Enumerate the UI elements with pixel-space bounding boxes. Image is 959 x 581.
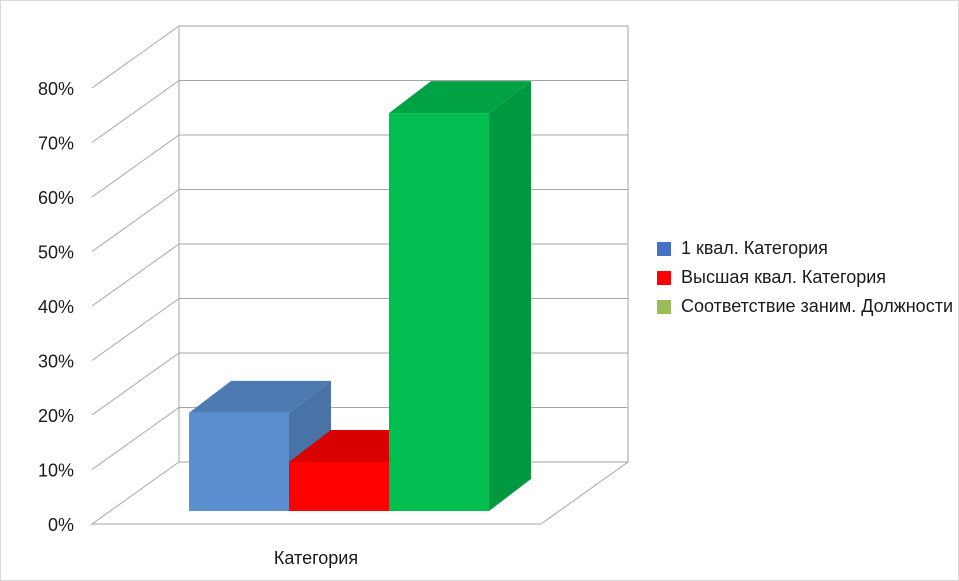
legend-swatch: [657, 242, 671, 256]
bar-front: [289, 461, 389, 511]
y-tick-label: 60%: [38, 188, 74, 208]
bar-top: [189, 380, 331, 413]
gridline-diagonal: [91, 243, 180, 307]
bar-side: [489, 81, 531, 512]
y-tick-label: 50%: [38, 243, 74, 263]
legend-item: Соответствие заним. Должности: [657, 296, 957, 317]
y-axis-ticks: 0% 10% 20% 30% 40% 50% 60% 70% 80%: [38, 79, 74, 535]
legend-swatch: [657, 300, 671, 314]
y-tick-label: 10%: [38, 461, 74, 481]
y-tick-label: 70%: [38, 134, 74, 154]
legend-label: 1 квал. Категория: [681, 238, 828, 258]
bar-front: [389, 113, 489, 512]
legend-swatch: [657, 271, 671, 285]
gridline-diagonal: [91, 189, 180, 252]
x-tick-label: Категория: [274, 548, 358, 568]
y-tick-label: 30%: [38, 352, 74, 372]
gridline-diagonal: [91, 298, 180, 361]
legend-item: 1 квал. Категория: [657, 238, 957, 259]
bars: [189, 81, 531, 512]
y-tick-label: 40%: [38, 297, 74, 317]
legend-label: Соответствие заним. Должности: [681, 296, 953, 316]
legend-label: Высшая квал. Категория: [681, 267, 887, 287]
bar-top: [389, 81, 531, 114]
bar: [389, 81, 531, 512]
gridline-diagonal: [91, 134, 180, 198]
gridline-diagonal: [91, 80, 180, 143]
gridline-diagonal: [91, 352, 180, 416]
y-tick-label: 20%: [38, 406, 74, 426]
legend: 1 квал. Категория Высшая квал. Категория…: [657, 238, 957, 325]
bar-front: [189, 412, 289, 511]
gridline-diagonal: [91, 407, 180, 470]
legend-item: Высшая квал. Категория: [657, 267, 957, 288]
y-tick-label: 80%: [38, 79, 74, 99]
y-tick-label: 0%: [48, 515, 74, 535]
gridline-diagonal: [91, 25, 180, 89]
